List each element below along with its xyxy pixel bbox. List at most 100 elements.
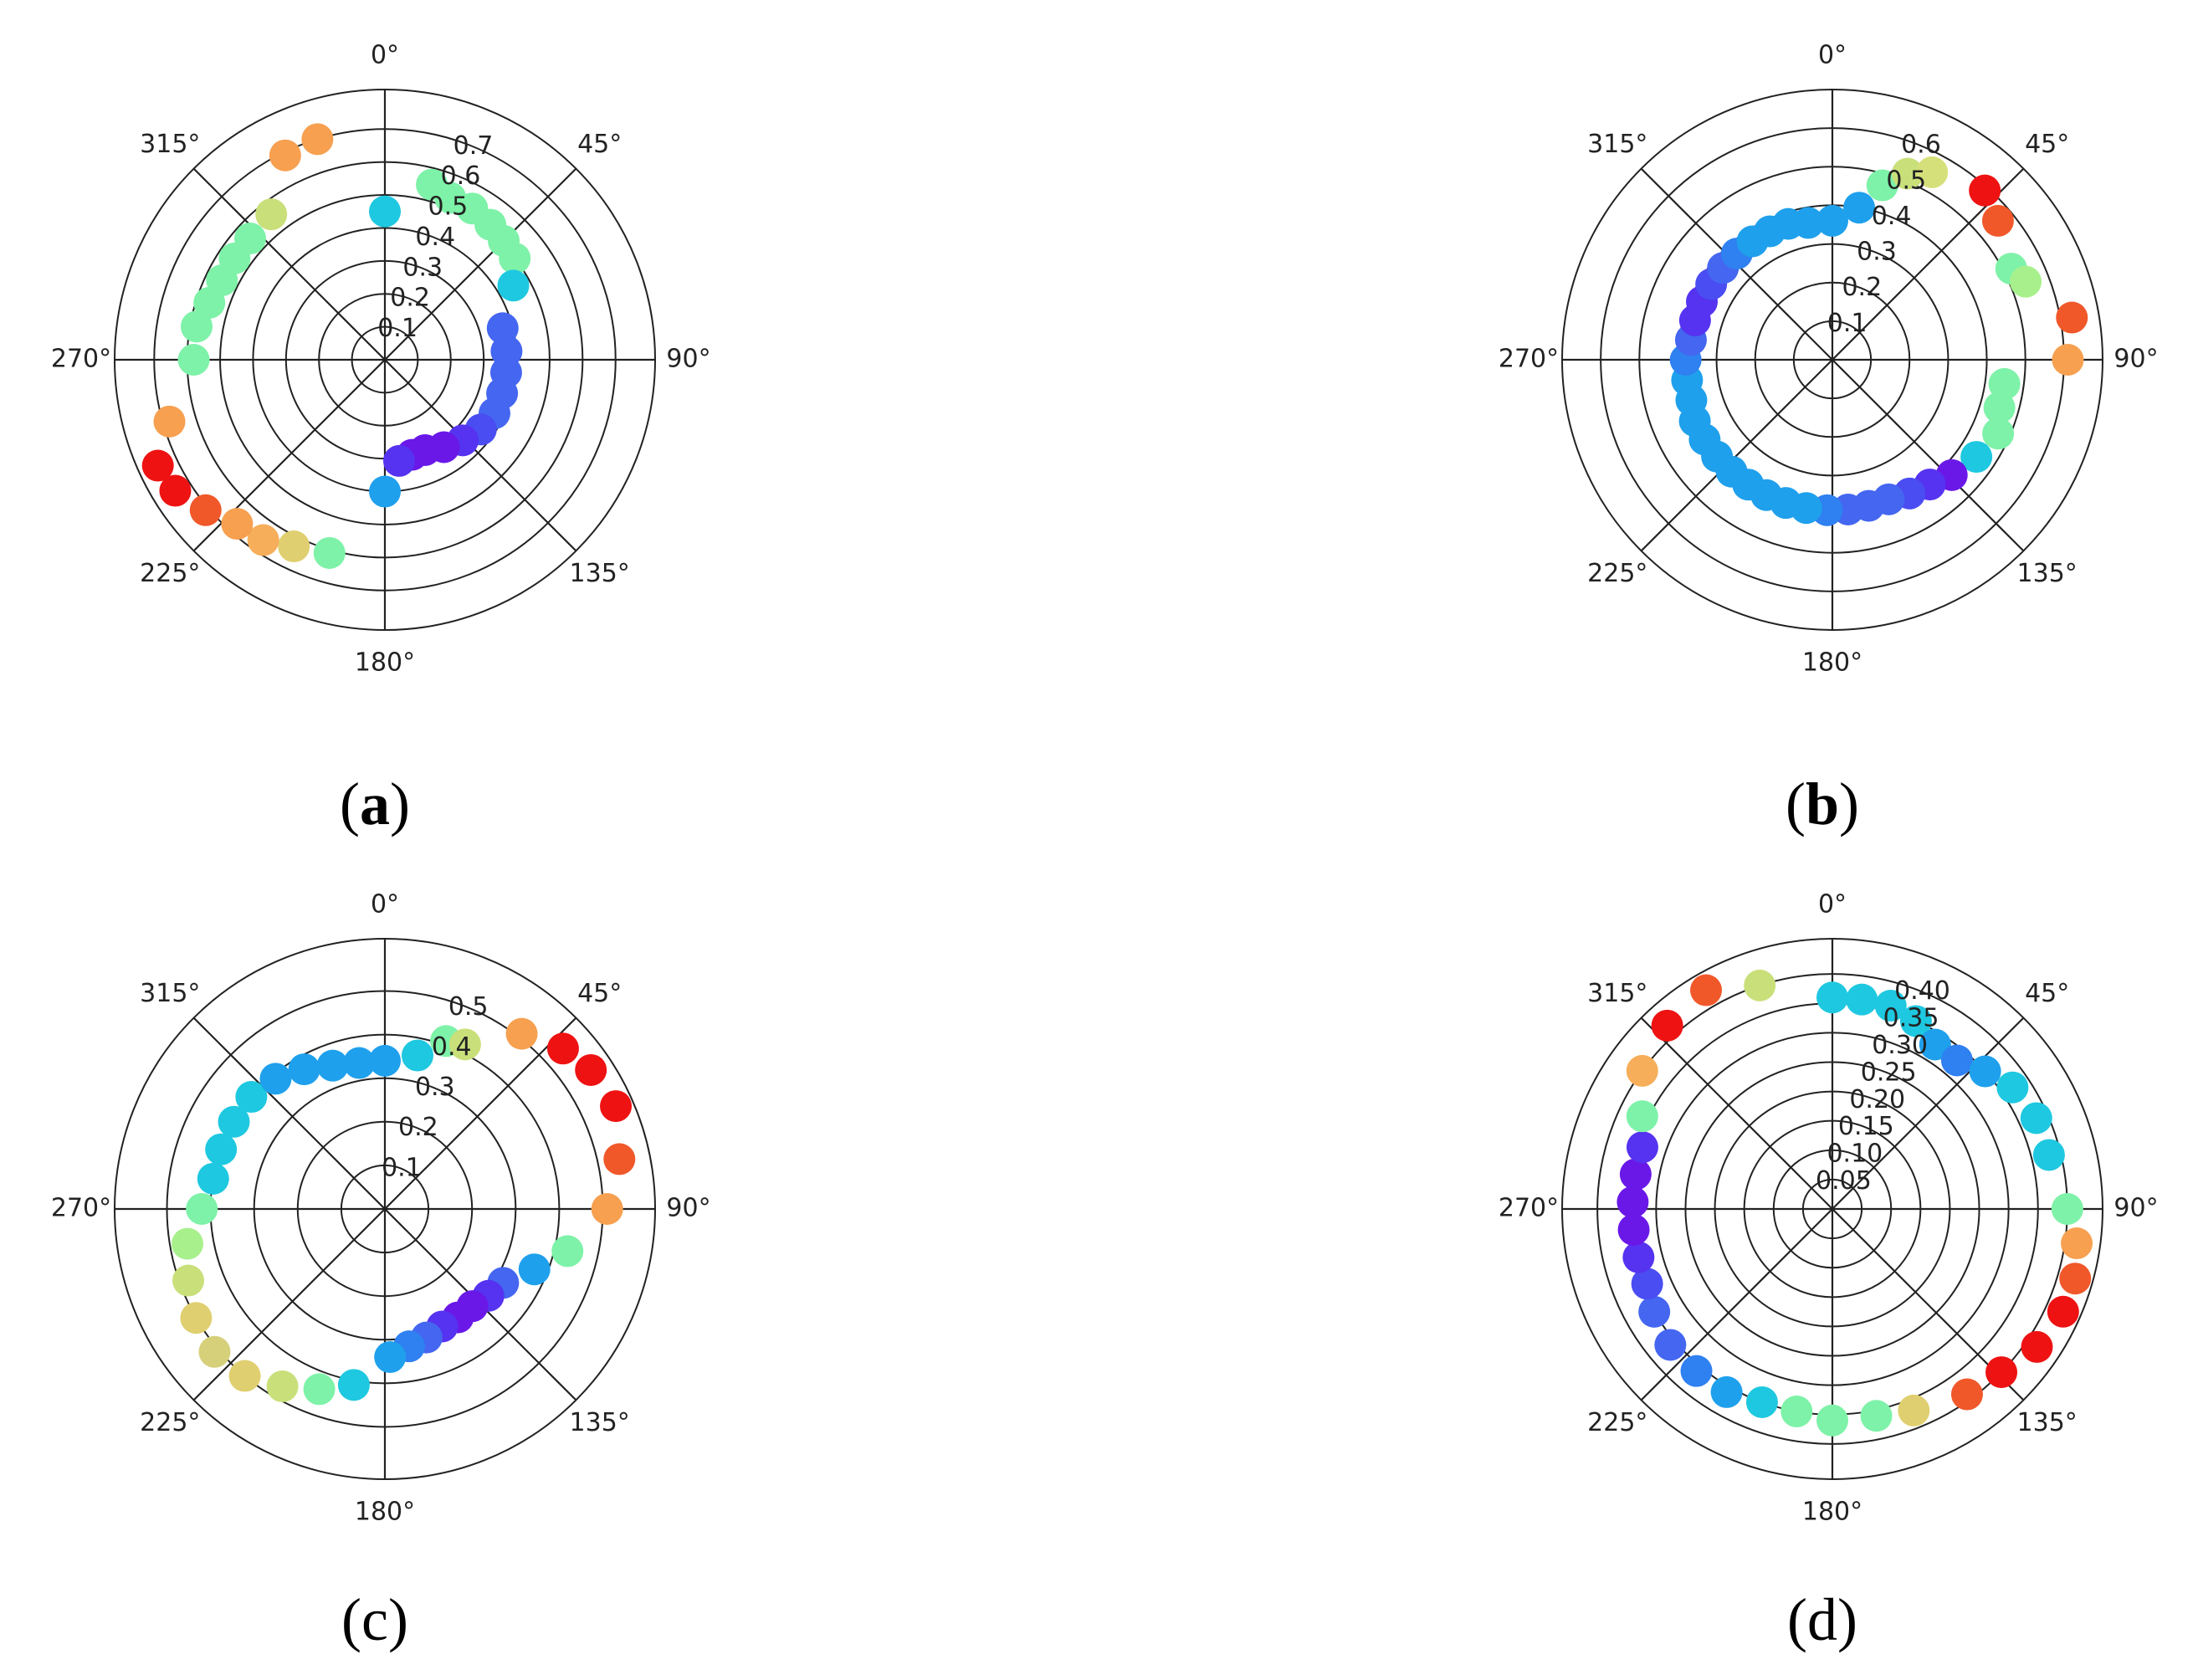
angle-tick-label: 180° [355, 1498, 415, 1527]
angle-tick-label: 45° [2025, 130, 2069, 159]
data-point [382, 444, 415, 477]
data-point [1626, 1100, 1658, 1133]
radial-tick-label: 0.35 [1883, 1003, 1939, 1032]
data-point [266, 1370, 299, 1403]
radial-tick-label: 0.1 [1827, 309, 1868, 338]
radial-tick-label: 0.20 [1849, 1085, 1905, 1114]
data-point [1816, 981, 1848, 1014]
data-point [159, 474, 192, 507]
data-point [1874, 990, 1907, 1022]
angle-tick-label: 225° [140, 1408, 200, 1437]
angle-tick-label: 225° [1587, 559, 1647, 588]
data-point [2021, 1330, 2053, 1363]
data-point [600, 1090, 633, 1123]
polar-chart-c: 0° 45° 90° 135° 180° 225° 270° 315° 0.1 0.2 0.3 0.4… [51, 890, 711, 1527]
data-point [546, 1032, 579, 1065]
data-point [551, 1235, 584, 1268]
data-point [1846, 983, 1878, 1016]
data-point [603, 1143, 636, 1175]
radial-tick-label: 0.4 [432, 1032, 472, 1062]
polar-chart-b: 0° 45° 90° 135° 180° 225° 270° 315° 0.1 0.2 0.3 0.4… [1499, 41, 2159, 678]
caption-d: (d) [1787, 1586, 1857, 1653]
data-point [337, 1369, 370, 1401]
angle-tick-label: 45° [2025, 979, 2069, 1008]
data-point [186, 1193, 218, 1225]
data-point [1638, 1295, 1671, 1328]
data-point [369, 475, 401, 508]
angle-tick-label: 180° [355, 648, 415, 678]
data-point [235, 1081, 268, 1114]
data-point [1780, 1396, 1813, 1428]
data-point [153, 405, 186, 438]
data-point [301, 123, 334, 156]
data-point [497, 269, 530, 302]
data-point [1626, 1131, 1658, 1164]
data-point [313, 536, 346, 569]
data-point [1960, 441, 1993, 474]
radial-tick-label: 0.4 [1872, 202, 1912, 231]
data-point [171, 1227, 203, 1260]
angle-tick-label: 0° [1818, 41, 1847, 70]
data-point [1969, 1055, 2001, 1088]
angle-tick-label: 45° [577, 130, 622, 159]
angle-tick-label: 0° [1818, 890, 1847, 919]
data-point [205, 1133, 238, 1165]
data-point [181, 310, 213, 343]
angle-tick-label: 90° [666, 345, 710, 374]
angle-tick-label: 270° [1499, 1194, 1559, 1223]
data-point [1891, 157, 1924, 190]
data-point [1981, 204, 2014, 237]
radial-tick-label: 0.5 [428, 192, 469, 222]
radial-tick-label: 0.1 [377, 314, 418, 343]
data-point [1690, 974, 1723, 1006]
radial-tick-label: 0.3 [415, 1073, 455, 1102]
radial-tick-label: 0.3 [402, 253, 443, 282]
data-point [259, 1063, 292, 1095]
angle-tick-label: 135° [2017, 559, 2078, 588]
data-point [1651, 1009, 1683, 1042]
data-point [2052, 344, 2084, 376]
radial-tick-label: 0.6 [1901, 131, 1941, 160]
data-point [343, 1047, 376, 1079]
data-point [2010, 265, 2042, 298]
data-point [2056, 301, 2088, 334]
caption-a-letter: a [360, 771, 390, 837]
angle-tick-label: 0° [371, 890, 399, 919]
caption-d-letter: d [1807, 1586, 1837, 1653]
data-point [198, 1335, 231, 1368]
data-point [374, 1341, 407, 1374]
angle-tick-label: 315° [1587, 130, 1647, 159]
data-point [172, 1264, 205, 1297]
angle-tick-label: 315° [140, 979, 200, 1008]
data-point [1988, 367, 2021, 400]
data-point [1616, 1186, 1649, 1218]
data-point [180, 1302, 213, 1334]
data-point [1745, 1385, 1778, 1418]
radial-tick-label: 0.7 [453, 131, 494, 161]
data-point [1710, 1375, 1743, 1408]
angle-tick-label: 225° [140, 559, 200, 588]
angle-tick-label: 225° [1587, 1408, 1647, 1437]
angle-tick-label: 135° [570, 559, 630, 588]
data-point [1919, 1028, 1951, 1061]
data-point [221, 508, 254, 540]
data-point [1680, 1355, 1713, 1387]
data-point [1899, 1005, 1932, 1037]
data-point [1617, 1213, 1650, 1246]
data-point [255, 198, 288, 231]
radial-tick-label: 0.6 [441, 161, 481, 191]
grid-spoke [192, 1017, 577, 1401]
data-point [269, 139, 301, 172]
data-point [369, 195, 401, 228]
angle-tick-label: 270° [51, 345, 111, 374]
data-point [1969, 174, 2001, 207]
caption-b-letter: b [1805, 771, 1840, 837]
radial-tick-label: 0.40 [1894, 976, 1950, 1006]
data-point [1744, 969, 1776, 1001]
radial-tick-label: 0.5 [448, 992, 489, 1022]
data-point [401, 1039, 433, 1072]
data-point [1916, 156, 1949, 188]
data-point [499, 242, 531, 274]
data-point [1982, 417, 2015, 450]
data-point [288, 1053, 320, 1086]
